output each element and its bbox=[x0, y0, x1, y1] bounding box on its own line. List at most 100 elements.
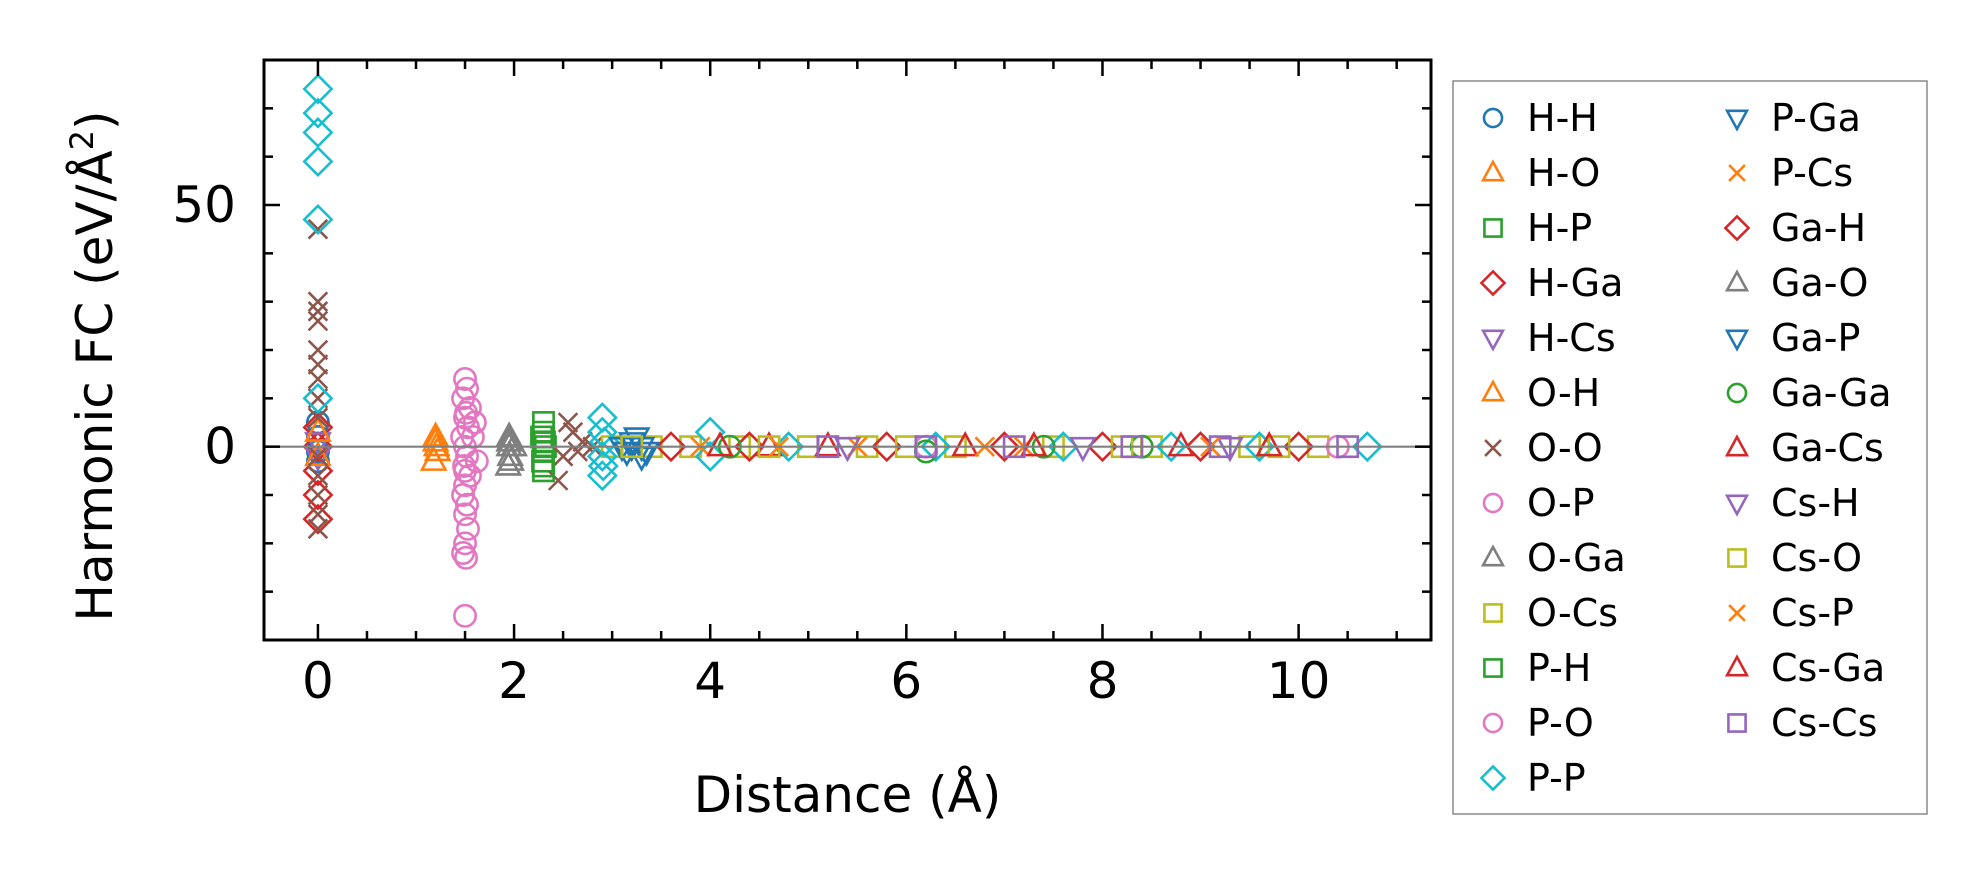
legend-item-o-o: O-O bbox=[1484, 426, 1603, 470]
data-point-ga-h bbox=[988, 431, 1020, 463]
data-point-o-p bbox=[453, 603, 477, 628]
legend-item-h-p: H-P bbox=[1483, 206, 1592, 250]
legend-item-ga-cs: Ga-Cs bbox=[1724, 426, 1884, 470]
legend-item-p-cs: P-Cs bbox=[1728, 151, 1853, 195]
y-axis-label-superscript: 2 bbox=[63, 130, 101, 150]
data-point-ga-h bbox=[655, 431, 687, 463]
data-point-h-cs bbox=[304, 446, 332, 473]
legend-box bbox=[1452, 80, 1928, 815]
data-point-o-o bbox=[307, 354, 329, 375]
legend-marker bbox=[1724, 329, 1750, 352]
data-point-o-o bbox=[307, 301, 329, 322]
plot-marks bbox=[302, 73, 1383, 628]
data-point-o-p bbox=[453, 473, 477, 498]
data-point-h-ga bbox=[302, 431, 334, 463]
data-point-h-cs bbox=[304, 432, 332, 458]
data-point-o-o bbox=[307, 339, 329, 361]
data-point-o-o bbox=[307, 310, 329, 332]
x-tick-label: 6 bbox=[890, 652, 922, 710]
legend-item-p-o: P-O bbox=[1482, 701, 1594, 745]
legend-label: O-P bbox=[1527, 481, 1595, 525]
data-point-h-ga bbox=[302, 503, 334, 535]
y-axis-label-main: Harmonic FC (eV/Å bbox=[66, 150, 124, 621]
legend-item-ga-ga: Ga-Ga bbox=[1726, 371, 1892, 415]
data-point-p-o bbox=[453, 458, 477, 483]
plot-frame bbox=[262, 58, 1433, 642]
data-point-ga-cs bbox=[1167, 430, 1195, 457]
data-point-o-h bbox=[304, 416, 332, 442]
y-axis-label: Harmonic FC (eV/Å2) bbox=[63, 110, 124, 621]
axis-tick-labels: 0 2 4 6 8 10 0 50 bbox=[172, 176, 1330, 710]
data-point-o-p bbox=[453, 502, 477, 527]
data-point-o-o bbox=[307, 465, 329, 486]
legend-marker bbox=[1728, 604, 1746, 622]
data-point-p-p bbox=[302, 117, 334, 148]
legend-item-h-cs: H-Cs bbox=[1480, 316, 1616, 360]
y-axis-label-close: ) bbox=[66, 110, 124, 130]
data-point-p-p bbox=[587, 450, 619, 482]
data-point-o-o bbox=[567, 441, 589, 462]
legend-item-p-ga: P-Ga bbox=[1724, 96, 1861, 140]
data-point-ga-o bbox=[497, 445, 526, 471]
data-point-cs-ga bbox=[813, 430, 842, 457]
legend-marker bbox=[1482, 712, 1504, 734]
data-point-p-o bbox=[454, 400, 478, 425]
legend-marker bbox=[1483, 218, 1503, 238]
legend-label: H-Ga bbox=[1527, 261, 1623, 305]
legend-marker bbox=[1480, 379, 1506, 402]
data-point-o-p bbox=[451, 541, 476, 565]
legend-label: Ga-Ga bbox=[1771, 371, 1892, 415]
data-point-o-p bbox=[455, 492, 479, 517]
legend-marker bbox=[1483, 603, 1503, 623]
data-point-h-o bbox=[419, 445, 448, 471]
data-point-o-o bbox=[307, 218, 329, 240]
legend-marker bbox=[1724, 109, 1750, 132]
legend-label: O-H bbox=[1527, 371, 1600, 415]
data-point-p-p bbox=[1155, 431, 1187, 463]
legend-marker bbox=[1479, 764, 1507, 792]
data-point-p-p bbox=[302, 146, 334, 177]
data-point-o-o bbox=[307, 504, 329, 525]
data-point-h-o bbox=[421, 421, 450, 447]
data-point-o-o bbox=[307, 407, 329, 428]
data-point-p-p bbox=[302, 73, 334, 105]
data-point-o-h bbox=[304, 440, 332, 467]
data-point-cs-ga bbox=[1255, 430, 1284, 457]
legend-marker bbox=[1727, 548, 1747, 568]
legend-item-o-ga: O-Ga bbox=[1480, 536, 1626, 580]
legend-label: P-H bbox=[1527, 646, 1591, 690]
data-point-h-ga bbox=[302, 479, 334, 511]
legend-item-h-ga: H-Ga bbox=[1479, 261, 1623, 305]
data-point-p-h bbox=[532, 454, 555, 478]
legend-label: H-H bbox=[1527, 96, 1598, 140]
legend-marker bbox=[1482, 107, 1504, 129]
legend-label: H-O bbox=[1527, 151, 1600, 195]
data-point-p-p bbox=[302, 97, 334, 129]
x-axis-label: Distance (Å) bbox=[694, 766, 1002, 824]
legend-item-h-h: H-H bbox=[1482, 96, 1598, 140]
legend-marker bbox=[1726, 382, 1748, 404]
legend-item-cs-ga: Cs-Ga bbox=[1724, 646, 1885, 690]
legend-label: Ga-Cs bbox=[1771, 426, 1884, 470]
legend-label: P-P bbox=[1527, 756, 1586, 800]
legend-item-ga-o: Ga-O bbox=[1724, 261, 1868, 305]
data-point-p-p bbox=[302, 382, 334, 414]
data-point-ga-o bbox=[500, 430, 528, 457]
legend-label: P-O bbox=[1527, 701, 1594, 745]
data-point-cs-h bbox=[1068, 436, 1097, 463]
legend-label: O-Cs bbox=[1527, 591, 1618, 635]
data-point-ga-cs bbox=[951, 430, 980, 457]
legend-item-o-cs: O-Cs bbox=[1483, 591, 1618, 635]
legend-label: O-Ga bbox=[1527, 536, 1626, 580]
legend-marker bbox=[1723, 214, 1751, 242]
data-point-o-o bbox=[307, 518, 329, 540]
x-tick-label: 2 bbox=[498, 652, 530, 710]
legend-label: Cs-O bbox=[1771, 536, 1862, 580]
legend-item-cs-cs: Cs-Cs bbox=[1727, 701, 1877, 745]
legend-label: H-Cs bbox=[1527, 316, 1616, 360]
y-tick-label: 50 bbox=[172, 176, 236, 234]
data-point-p-p bbox=[302, 204, 334, 235]
legend-marker bbox=[1484, 439, 1502, 457]
legend-marker bbox=[1483, 658, 1503, 678]
